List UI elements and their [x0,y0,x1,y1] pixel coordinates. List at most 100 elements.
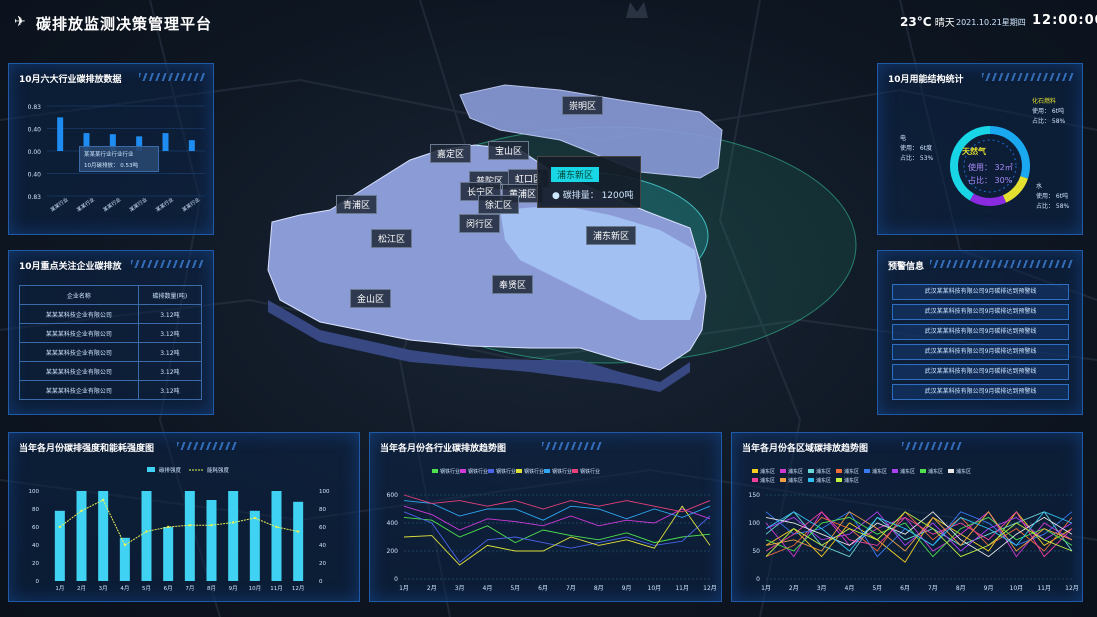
district-label[interactable]: 青浦区 [336,195,378,214]
bar [98,491,109,581]
bar [109,134,116,151]
line-series [403,500,711,521]
x-tick-label: 11月 [675,585,689,592]
date: 2021.10.21星期四 [956,18,1026,27]
x-tick-label: 3月 [99,585,108,592]
district-label[interactable]: 崇明区 [562,96,604,115]
electric-legend: 电使用： 6t度 占比： 53% [900,134,933,164]
legend-swatch [808,478,814,482]
alert-item[interactable]: 武汉某某科技有限公司9月碳排达到预警线 [892,364,1069,380]
intensity-chart: 0 0 20 20 40 40 60 60 80 80 100 100 碳排强度 能耗强度 1月 2月 3月 4月… [29,466,330,592]
fossil-use: 使用： 6t吨 [1032,108,1065,115]
bar [57,117,64,151]
district-label[interactable]: 金山区 [350,289,392,308]
x-tick-label: 12月 [1065,585,1079,592]
alert-item[interactable]: 武汉某某科技有限公司9月碳排达到预警线 [892,304,1069,320]
x-tick-label: 2月 [789,585,799,592]
y-tick-label: 0.40 [28,127,42,134]
page-title: 碳排放监测决策管理平台 [36,15,213,33]
intensity-panel: 当年各月份碳排强度和能耗强度图 0 0 20 20 40 40 60 60 80 80 100 100… [8,432,360,602]
weather-text: 晴天 [934,18,955,29]
bar [54,510,65,581]
table-row[interactable]: 某某某科技企业有限公司 3.12吨 [19,380,203,400]
legend-swatch [432,469,438,473]
x-tick-label: 2月 [427,585,437,592]
line-series [59,499,299,546]
weather: 23°C 晴天 [900,14,955,29]
x-tick-label: 7月 [566,585,576,592]
gas-ratio: 占比： 30% [968,176,1013,185]
electric-ratio: 占比： 53% [900,155,934,162]
bar [184,491,195,581]
x-tick-label: 11月 [270,585,283,592]
y-tick-label: 0.83 [28,104,42,111]
line-series [765,511,1073,558]
point [188,524,192,527]
alert-item[interactable]: 武汉某某科技有限公司9月碳排达到预警线 [892,344,1069,360]
donut-segment-gas [950,126,1030,206]
water-use: 使用： 6t吨 [1036,193,1069,200]
gas-use: 使用： 32㎡ [968,163,1013,172]
chongming-region[interactable] [459,84,723,179]
x-tick-label: 6月 [538,585,548,592]
district-trend-chart: 0501001501月 2月 3月 4月 5月 6月 7月 8月 9月 10月 11月 12月浦东区浦… [749,468,1079,592]
alert-item[interactable]: 武汉某某科技有限公司9月碳排达到预警线 [892,384,1069,400]
line-series [765,516,1073,558]
title-decoration [982,73,1074,81]
table-row[interactable]: 某某某科技企业有限公司 3.12吨 [19,304,203,324]
district-label[interactable]: 嘉定区 [430,144,472,163]
y-tick-label: 20 [32,561,39,567]
energy-donut [950,126,1030,206]
electric-use: 使用： 6t度 [900,145,933,152]
clock: 12:00:00 [1032,13,1097,28]
x-tick-label: 1月 [399,585,409,592]
line-series [765,511,1073,552]
district-label[interactable]: 奉贤区 [492,275,534,294]
bar [141,491,152,581]
table-row[interactable]: 某某某科技企业有限公司 3.12吨 [19,342,203,362]
x-tick-label: 10月 [1010,585,1024,592]
legend-label: 钢铁行业 [440,468,460,475]
point [145,530,148,533]
legend-label: 能耗强度 [207,466,230,474]
legend-label: 浦东区 [788,468,803,475]
fossil-legend: 化石燃料 使用： 6t吨 占比： 58% [1032,97,1065,127]
table-row[interactable]: 某某某科技企业有限公司 3.12吨 [19,361,203,381]
title-decoration [902,442,962,450]
legend-swatch [147,467,155,472]
title-decoration [177,442,237,450]
point [123,543,127,547]
table-row[interactable]: 某某某科技企业有限公司 3.12吨 [19,323,203,343]
panel-title: 10月用能结构统计 [888,75,964,85]
top-bar: ✈ 碳排放监测决策管理平台 23°C 晴天 2021.10.21星期四 12:0… [0,0,1097,40]
temperature: 23°C [900,15,932,29]
y-tick-label: 100 [749,520,761,527]
district-label[interactable]: 闵行区 [459,214,501,233]
legend-swatch [460,469,466,473]
district-label[interactable]: 宝山区 [488,141,530,160]
point [58,525,62,529]
district-label[interactable]: 松江区 [371,229,413,248]
pudong-region[interactable] [500,205,700,320]
x-tick-label: 1月 [55,585,64,592]
water-label: 水 [1036,183,1043,190]
y2-tick-label: 80 [319,507,326,513]
legend-swatch [488,469,494,473]
y2-tick-label: 60 [319,525,326,531]
panel-title: 预警信息 [888,262,925,272]
district-label[interactable]: 徐汇区 [478,195,520,214]
tooltip-value: 10月碳排放： 0.53吨 [84,163,138,169]
legend-label: 浦东区 [760,468,775,475]
legend-swatch [808,469,814,473]
legend-label: 钢铁行业 [552,468,572,475]
alert-item[interactable]: 武汉某某科技有限公司9月碳排达到预警线 [892,324,1069,340]
bar [83,133,90,151]
legend-label: 浦东区 [816,468,831,475]
legend-swatch [836,469,842,473]
legend-label: 钢铁行业 [496,468,516,475]
alert-item[interactable]: 武汉某某科技有限公司9月碳排达到预警线 [892,284,1069,300]
electric-label: 电 [900,135,907,142]
bar [162,133,169,151]
x-tick-label: 9月 [984,585,994,592]
district-label[interactable]: 浦东新区 [586,226,637,245]
